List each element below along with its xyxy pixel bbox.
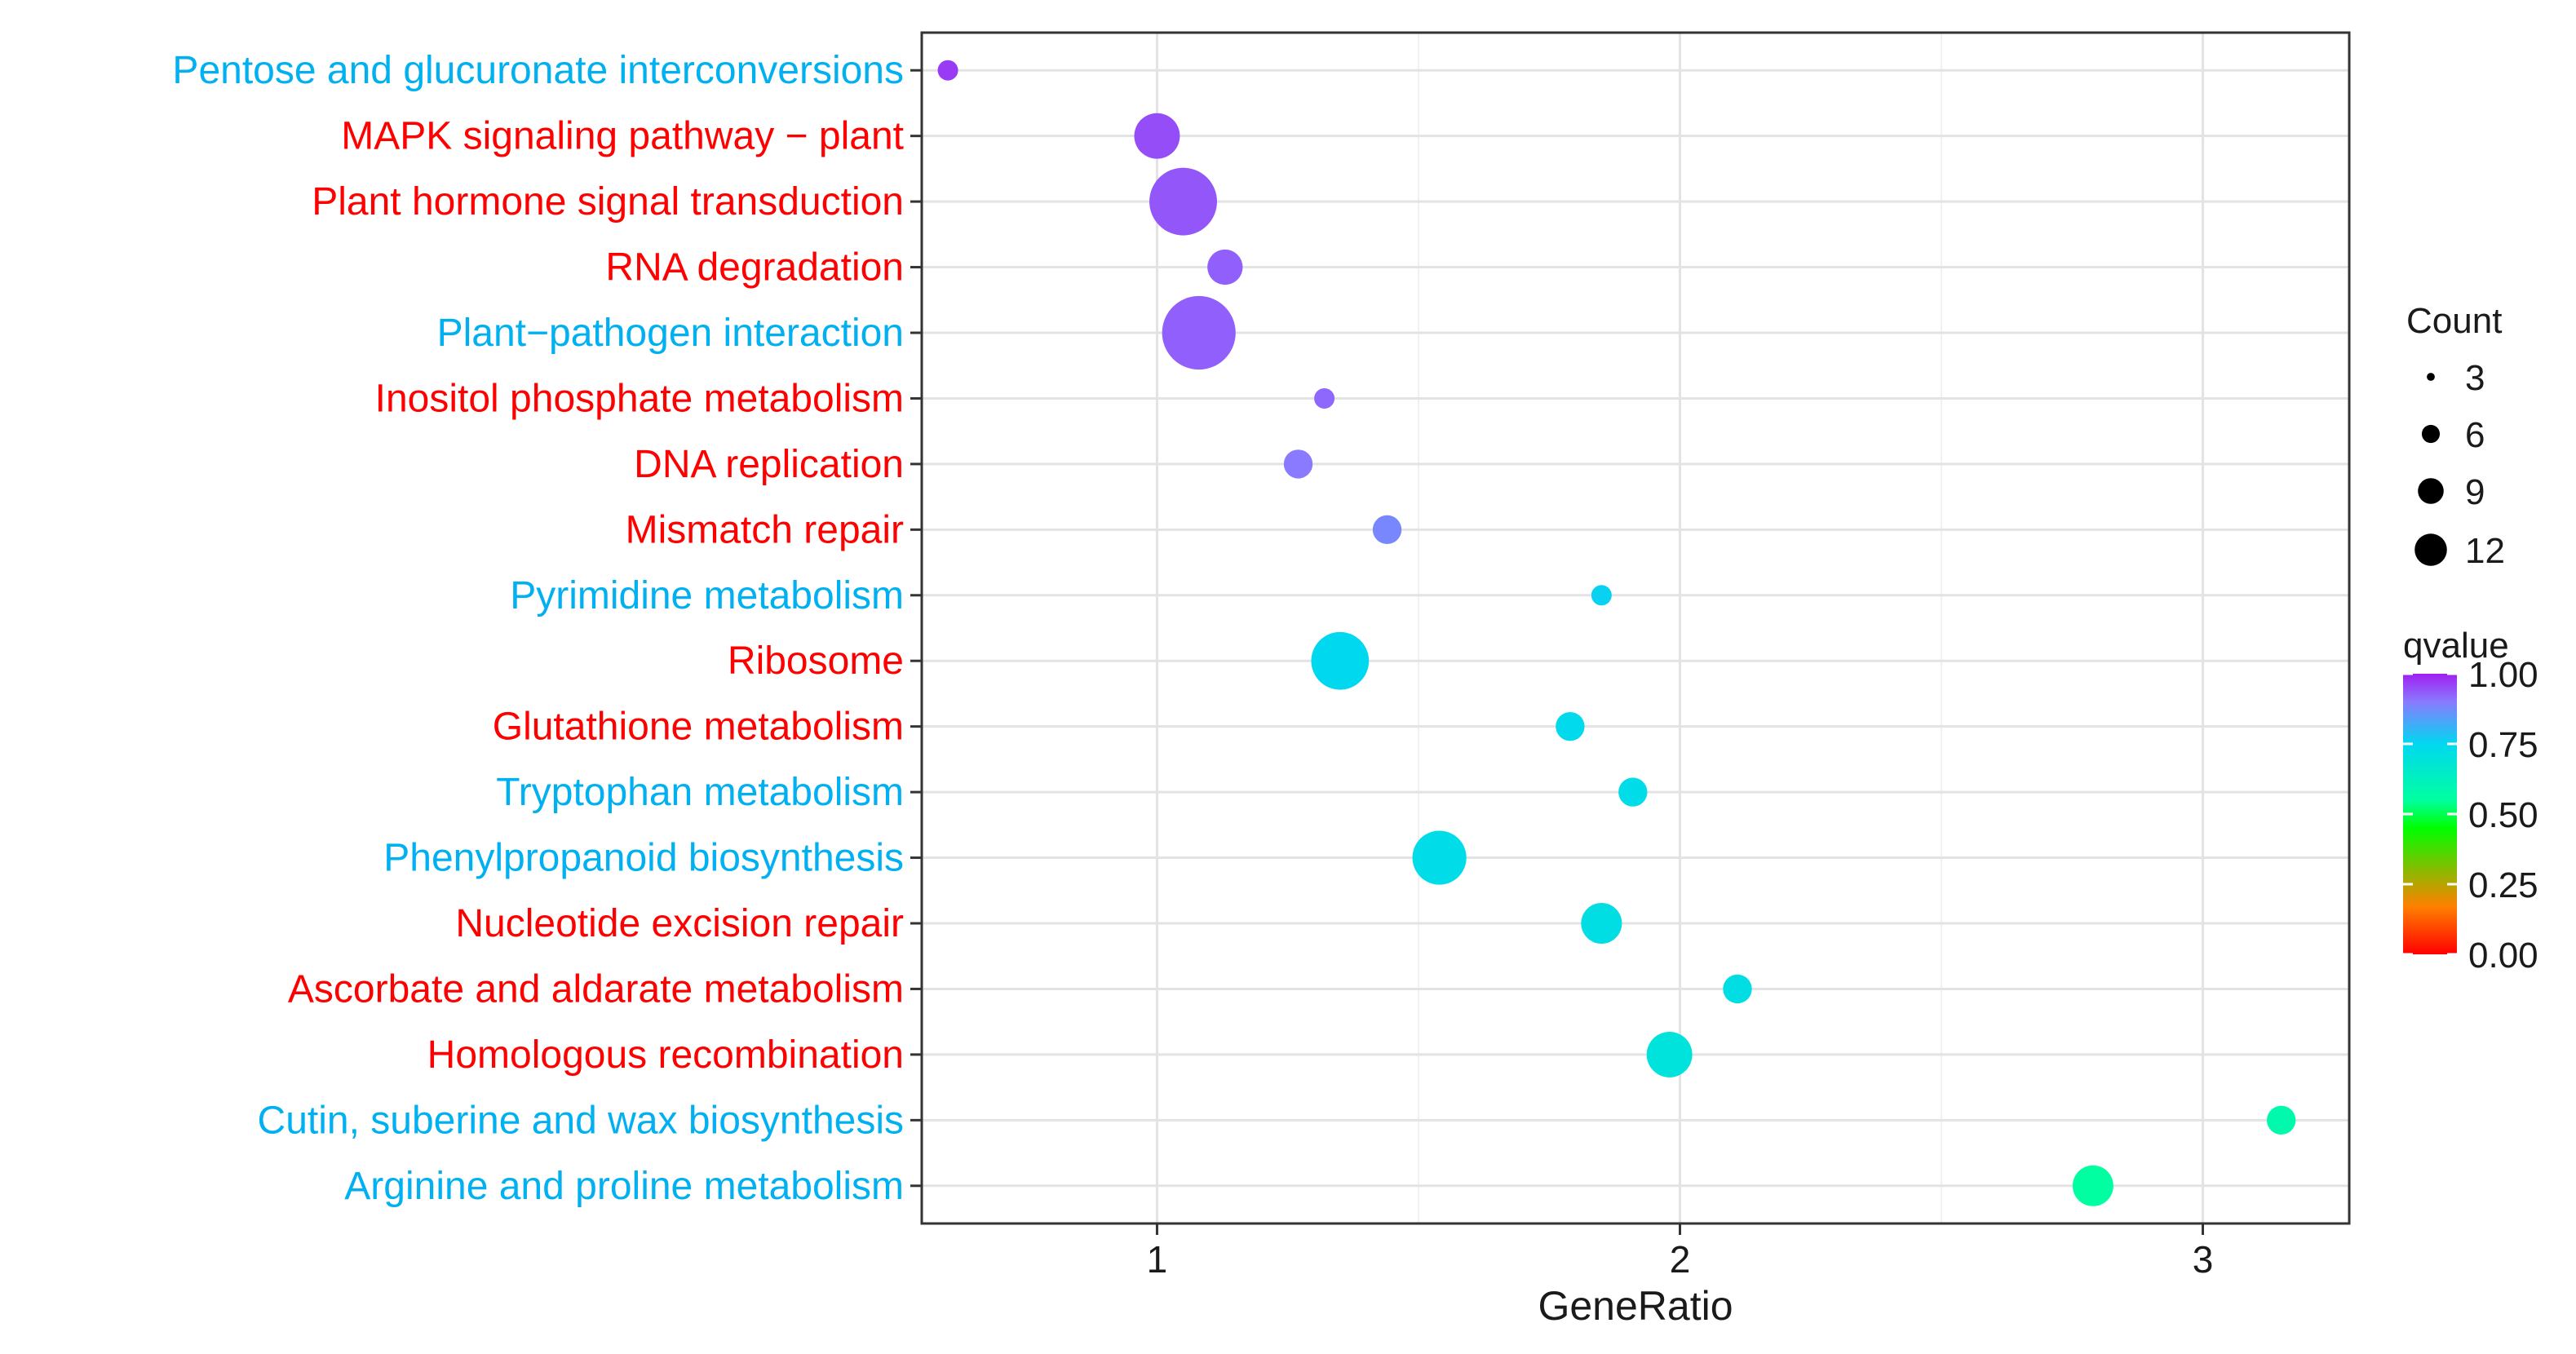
data-point xyxy=(1162,295,1236,370)
size-legend-title: Count xyxy=(2406,301,2502,341)
size-legend-label: 3 xyxy=(2465,358,2485,398)
y-tick-label: Homologous recombination xyxy=(427,1033,904,1077)
x-tick-label: 1 xyxy=(1147,1238,1168,1281)
size-legend-dot xyxy=(2414,533,2447,566)
data-point xyxy=(1372,515,1402,545)
y-tick-label: Arginine and proline metabolism xyxy=(344,1165,904,1208)
data-point xyxy=(1207,249,1243,285)
y-tick-label: Pentose and glucuronate interconversions xyxy=(172,49,904,92)
data-point xyxy=(1591,585,1612,606)
color-legend-label: 1.00 xyxy=(2468,655,2538,695)
data-point xyxy=(1283,449,1313,479)
color-legend-title: qvalue xyxy=(2403,626,2509,666)
data-point xyxy=(1149,167,1217,236)
y-tick-label: Ascorbate and aldarate metabolism xyxy=(288,967,904,1011)
x-tick-label: 2 xyxy=(1670,1238,1691,1281)
y-tick-label: Glutathione metabolism xyxy=(493,706,904,749)
size-legend-label: 12 xyxy=(2465,531,2505,571)
y-tick-label: Cutin, suberine and wax biosynthesis xyxy=(258,1099,904,1142)
data-point xyxy=(1723,974,1752,1004)
size-legend-dot xyxy=(2421,424,2441,444)
data-point xyxy=(937,60,958,81)
y-tick-label: RNA degradation xyxy=(605,246,904,290)
size-legend-label: 9 xyxy=(2465,472,2485,512)
data-point xyxy=(1412,830,1467,885)
color-legend-label: 0.50 xyxy=(2468,795,2538,835)
color-legend-label: 0.25 xyxy=(2468,865,2538,905)
y-tick-label: Ribosome xyxy=(728,639,904,683)
plot-border xyxy=(920,31,2351,1225)
data-point xyxy=(1618,777,1648,807)
size-legend-dot xyxy=(2418,478,2444,504)
size-legend-label: 6 xyxy=(2465,415,2485,455)
data-point xyxy=(2266,1105,2296,1135)
plot-panel xyxy=(922,33,2349,1223)
x-axis-title: GeneRatio xyxy=(1538,1283,1733,1329)
y-tick-label: DNA replication xyxy=(634,443,904,486)
data-point xyxy=(2072,1165,2113,1206)
y-tick-label: Plant−pathogen interaction xyxy=(437,312,904,355)
y-tick-label: Plant hormone signal transduction xyxy=(312,180,904,223)
y-tick-label: Phenylpropanoid biosynthesis xyxy=(383,837,904,880)
data-point xyxy=(1314,387,1335,409)
data-point xyxy=(1311,631,1370,690)
y-tick-label: Nucleotide excision repair xyxy=(455,902,904,945)
color-legend-label: 0.00 xyxy=(2468,936,2538,976)
y-tick-label: Pyrimidine metabolism xyxy=(510,574,904,617)
y-tick-label: MAPK signaling pathway − plant xyxy=(341,115,904,158)
size-legend-dot xyxy=(2427,373,2435,381)
data-point xyxy=(1646,1031,1693,1077)
y-tick-label: Tryptophan metabolism xyxy=(496,771,904,814)
data-point xyxy=(1581,903,1622,944)
x-tick-label: 3 xyxy=(2193,1238,2214,1281)
y-tick-label: Mismatch repair xyxy=(626,508,904,551)
data-point xyxy=(1556,711,1585,741)
data-point xyxy=(1134,113,1180,159)
color-legend-label: 0.75 xyxy=(2468,725,2538,765)
y-tick-label: Inositol phosphate metabolism xyxy=(375,377,904,420)
